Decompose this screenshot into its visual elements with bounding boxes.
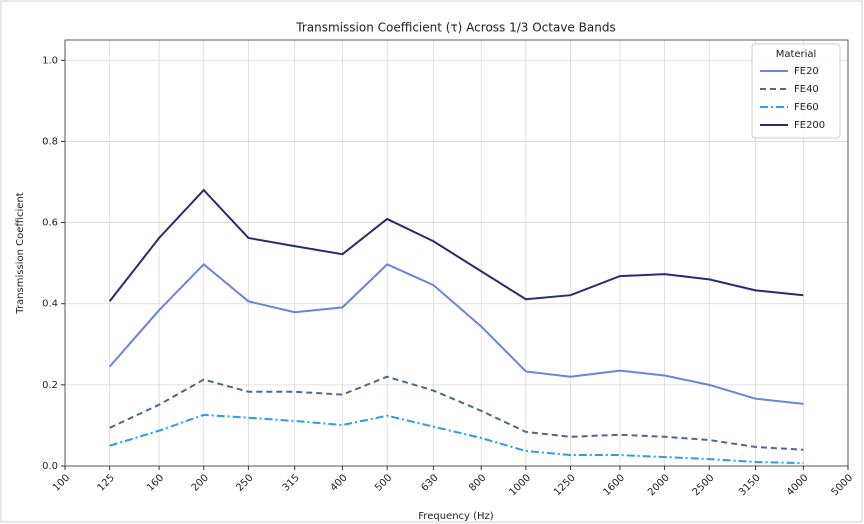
legend-label: FE40 [794, 84, 819, 95]
legend-box [751, 43, 841, 139]
plot-border [64, 39, 849, 467]
y-tick-label: 1.0 [42, 55, 58, 66]
line [109, 375, 804, 451]
y-tick-label: 0.2 [42, 380, 58, 391]
chart-title: Transmission Coefficient (τ) Across 1/3 … [295, 21, 615, 35]
legend-label: FE60 [794, 102, 819, 113]
plot-area [65, 40, 848, 466]
x-axis-label: Frequency (Hz) [418, 511, 494, 522]
y-tick-label: 0.4 [42, 299, 58, 310]
line [109, 413, 804, 465]
legend-title: Material [776, 49, 817, 60]
y-tick-label: 0.8 [42, 136, 58, 147]
legend-label: FE20 [794, 66, 819, 77]
legend: Material FE20 FE40 FE60 FE200 [751, 43, 841, 139]
y-axis-label: Transmission Coefficient [15, 192, 26, 314]
line [108, 263, 804, 405]
y-tick-label: 0.6 [42, 218, 58, 229]
y-tick-label: 0.0 [42, 461, 58, 472]
legend-label: FE200 [794, 120, 825, 131]
line [108, 188, 804, 302]
